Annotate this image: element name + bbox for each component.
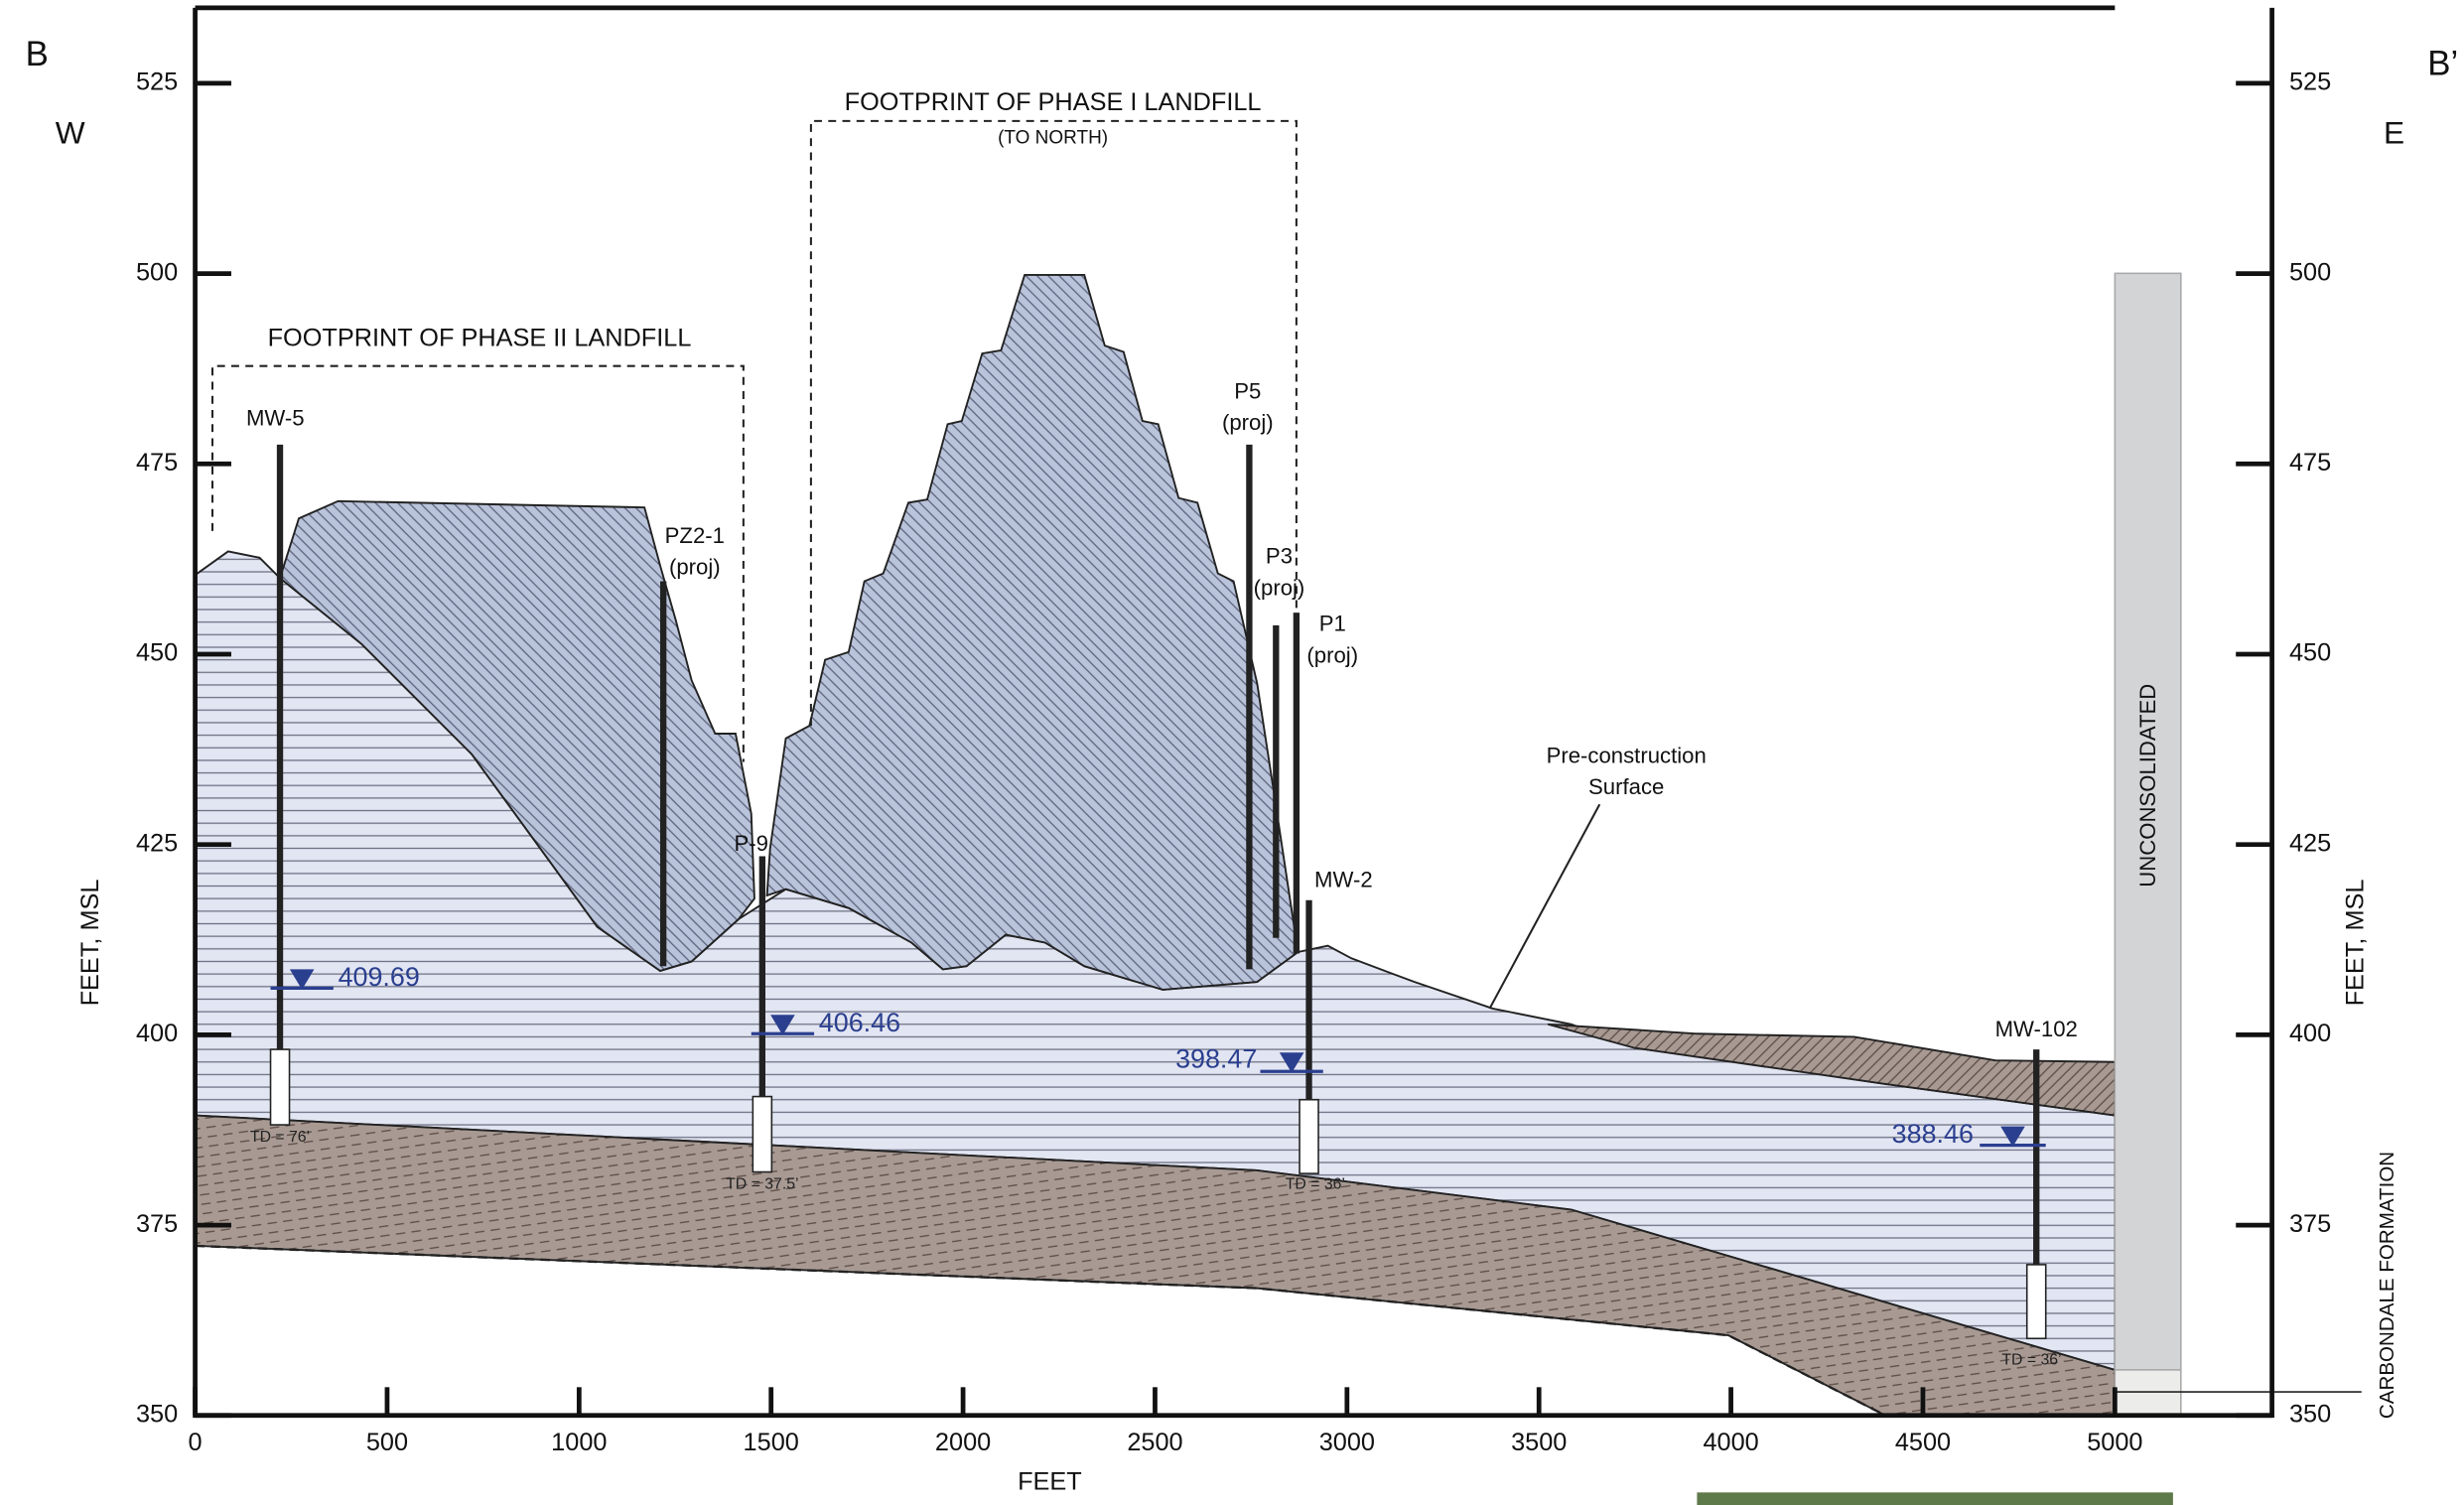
x-tick-label: 3000: [1319, 1429, 1375, 1456]
y-tick-label: 425: [136, 829, 178, 857]
y-tick-label: 400: [2289, 1020, 2331, 1047]
y-tick-label: 350: [136, 1400, 178, 1428]
unit-label: CARBONDALE FORMATION: [2376, 1152, 2398, 1419]
phase1-landfill: [767, 275, 1299, 990]
y-tick-label: 450: [2289, 639, 2331, 667]
x-tick-label: 4500: [1895, 1429, 1951, 1456]
geology: [196, 275, 2116, 1416]
well-screen: [271, 1049, 290, 1125]
x-axis-title: FEET: [1018, 1468, 1082, 1496]
total-depth: TD = 37.5’: [726, 1175, 798, 1192]
water-level-label: 388.46: [1892, 1119, 1974, 1149]
piezometer-name: P5: [1234, 378, 1261, 403]
piezometer-name: P3: [1266, 544, 1293, 569]
piezometer-note: (proj): [669, 555, 721, 580]
x-tick-label: 2000: [935, 1429, 991, 1456]
total-depth: TD = 36’: [1286, 1175, 1345, 1192]
footprint-label: FOOTPRINT OF PHASE II LANDFILL: [268, 324, 692, 351]
y-axis-title: FEET, MSL: [76, 880, 104, 1007]
footprint-note: (TO NORTH): [998, 127, 1108, 148]
total-depth: TD = 36’: [2001, 1352, 2061, 1369]
x-tick-label: 500: [366, 1429, 408, 1456]
map-thumbnail: [1697, 1492, 2172, 1505]
well-name: MW-2: [1314, 868, 1373, 892]
direction-label: W: [56, 114, 85, 150]
y-tick-label: 450: [136, 639, 178, 667]
x-tick-label: 0: [189, 1429, 203, 1456]
piezometer-note: (proj): [1306, 642, 1358, 667]
y-axis-title: FEET, MSL: [2342, 880, 2370, 1007]
piezometer-note: (proj): [1254, 575, 1305, 600]
y-tick-label: 500: [136, 258, 178, 286]
section-label: B: [26, 35, 49, 73]
footprint-label: FOOTPRINT OF PHASE I LANDFILL: [845, 88, 1262, 116]
y-tick-label: 525: [136, 68, 178, 96]
x-tick-label: 2500: [1127, 1429, 1182, 1456]
cross-section: B B’ W E FEET, MSL FEET, MSL FEET FOOTPR…: [0, 0, 2464, 1505]
unit-label: UNCONSOLIDATED: [2135, 684, 2160, 888]
y-tick-label: 375: [2289, 1210, 2331, 1238]
piezometer-note: (proj): [1222, 410, 1274, 435]
total-depth: TD = 76’: [250, 1129, 310, 1146]
x-tick-label: 1500: [744, 1429, 799, 1456]
y-tick-label: 375: [136, 1210, 178, 1238]
y-tick-label: 525: [2289, 68, 2331, 96]
x-tick-label: 4000: [1703, 1429, 1758, 1456]
annotation: Pre-construction: [1547, 744, 1707, 768]
y-tick-label: 475: [136, 449, 178, 477]
piezometer-name: P1: [1319, 612, 1346, 636]
well-name: MW-102: [1995, 1017, 2078, 1041]
y-tick-label: 475: [2289, 449, 2331, 477]
water-level-label: 409.69: [339, 962, 420, 992]
y-tick-label: 425: [2289, 829, 2331, 857]
well-name: MW-5: [246, 405, 305, 430]
well-screen: [1300, 1100, 1318, 1173]
well-name: P-9: [735, 831, 768, 856]
direction-label: E: [2384, 114, 2404, 150]
y-tick-label: 400: [136, 1020, 178, 1047]
x-tick-label: 1000: [551, 1429, 607, 1456]
section-label: B’: [2427, 45, 2458, 83]
water-level-label: 406.46: [819, 1008, 900, 1037]
y-tick-label: 350: [2289, 1400, 2331, 1428]
x-tick-label: 3500: [1511, 1429, 1567, 1456]
leader-line: [1490, 804, 1600, 1009]
well-screen: [2027, 1265, 2046, 1338]
y-tick-label: 500: [2289, 258, 2331, 286]
piezometer-name: PZ2-1: [665, 523, 725, 548]
annotation: Surface: [1588, 774, 1664, 799]
x-tick-label: 5000: [2087, 1429, 2142, 1456]
well-screen: [753, 1097, 771, 1172]
water-level-label: 398.47: [1175, 1043, 1257, 1073]
